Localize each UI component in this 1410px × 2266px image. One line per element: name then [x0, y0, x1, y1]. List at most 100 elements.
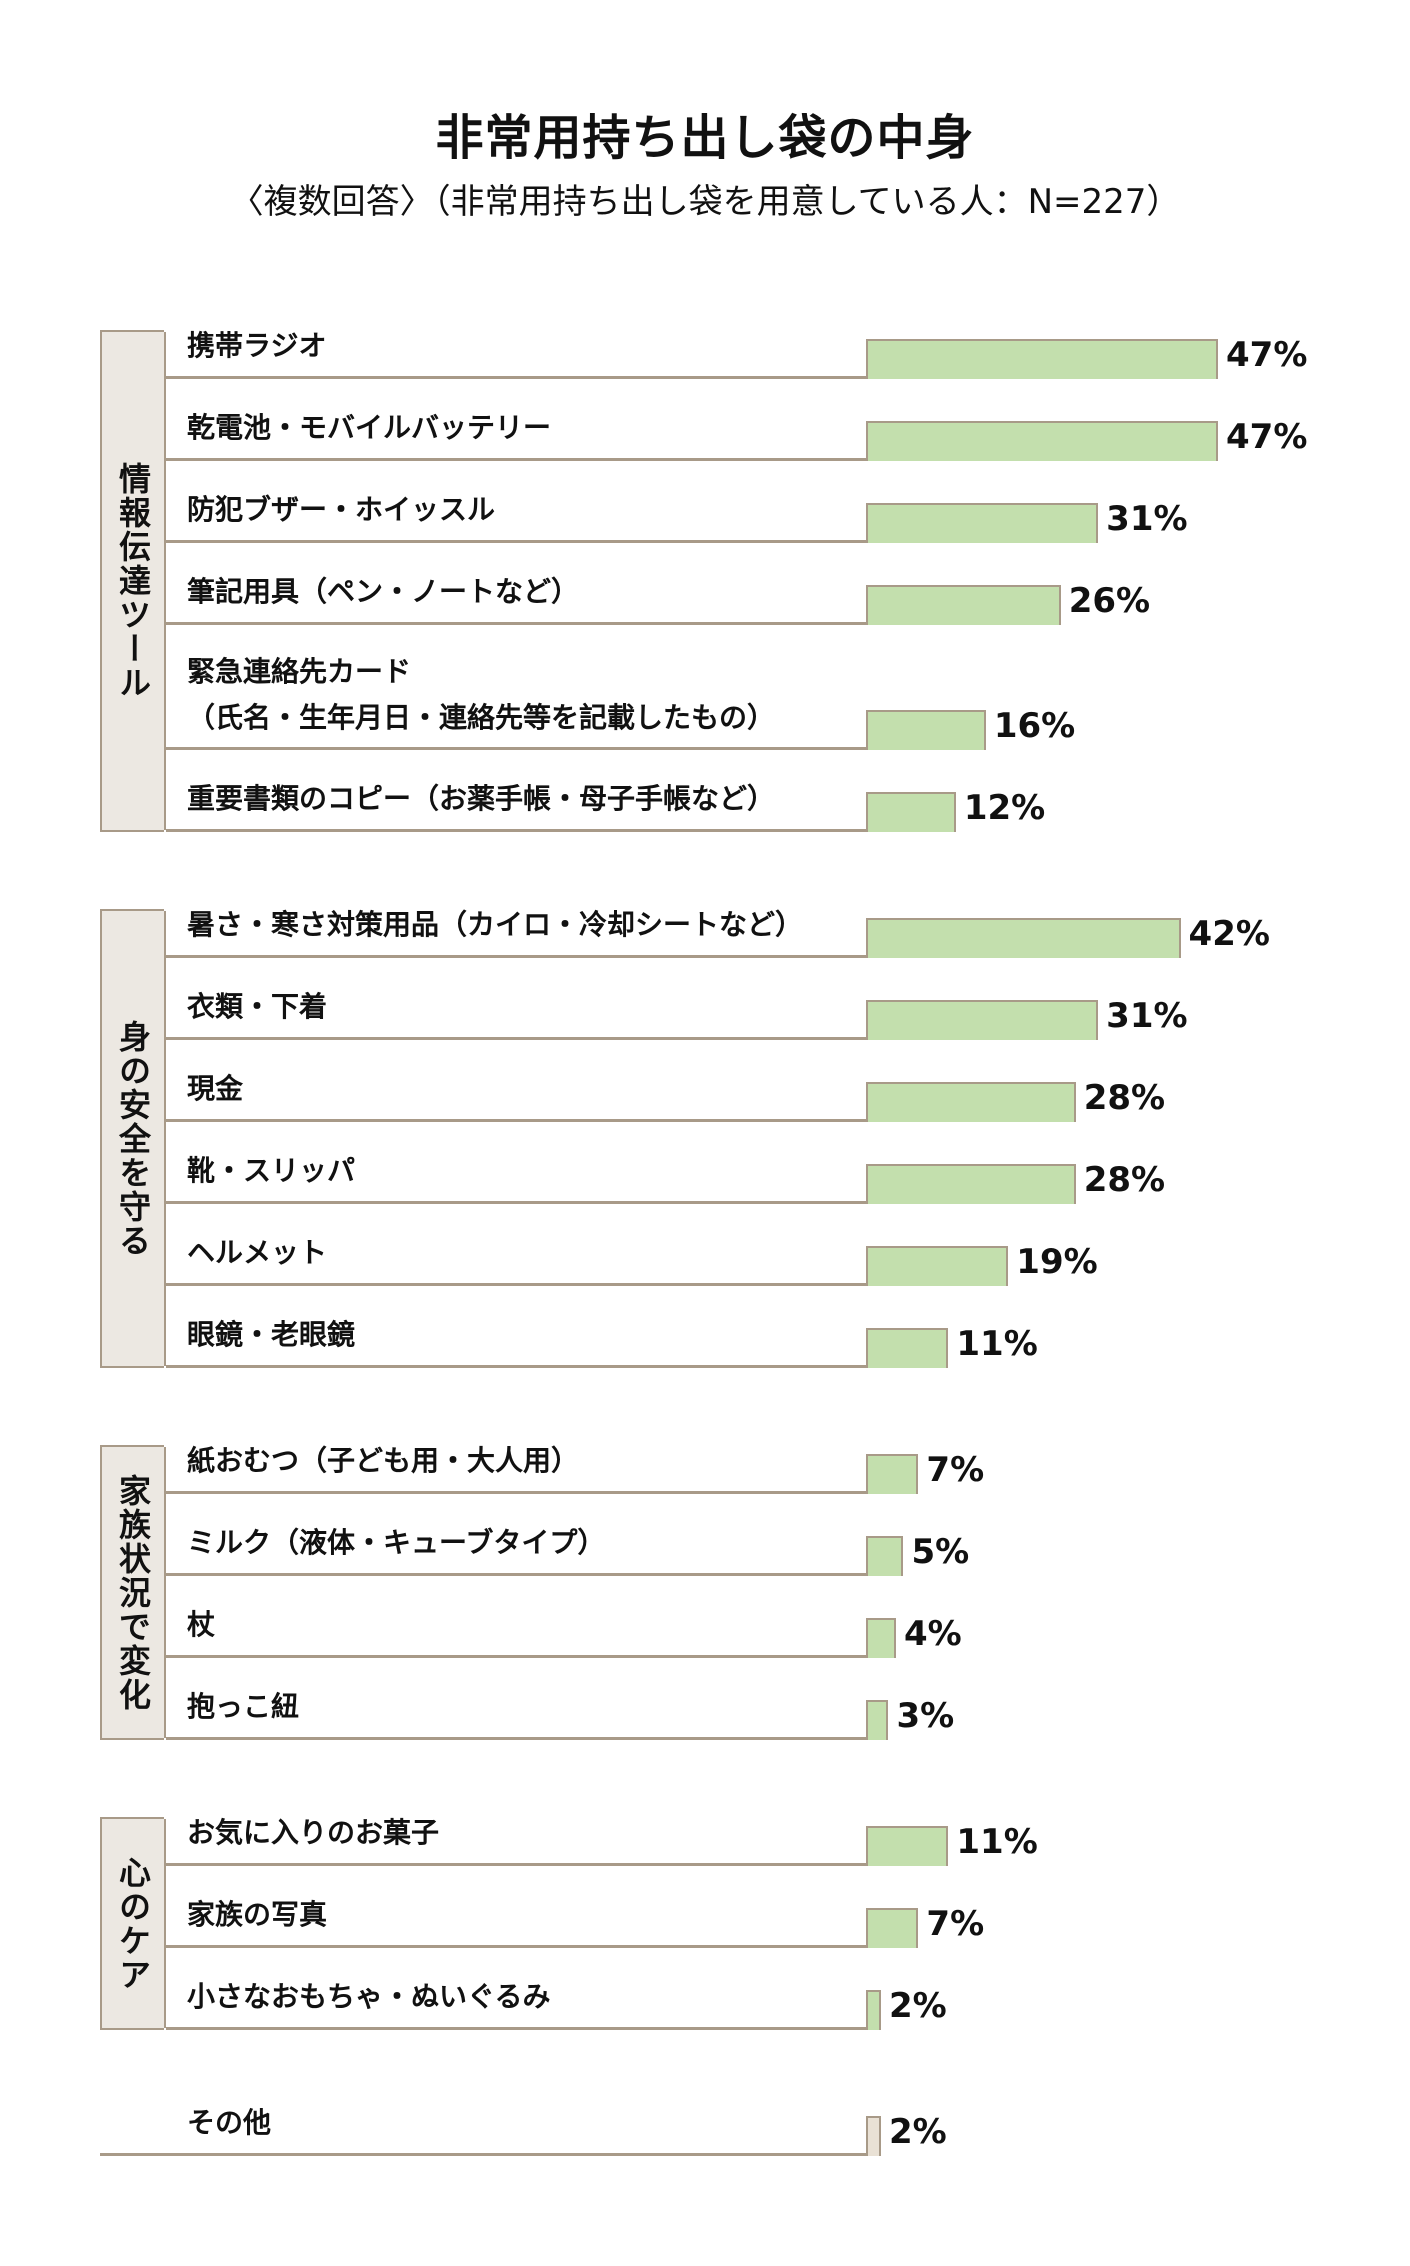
category-label: ヘルメット	[187, 1236, 328, 1269]
category-label: 現金	[187, 1072, 244, 1105]
bar-row: ヘルメット 19%	[100, 1204, 1400, 1286]
chart-subtitle: 〈複数回答〉（非常用持ち出し袋を用意している人：N=227）	[229, 182, 1181, 222]
bar	[866, 918, 1181, 958]
group-label: 身の安全を守る	[114, 1019, 152, 1258]
bar-row: 衣類・下着 31%	[100, 958, 1400, 1040]
bar-row: 緊急連絡先カード （氏名・生年月日・連絡先等を記載したもの） 16%	[100, 625, 1400, 750]
bar	[866, 1000, 1099, 1040]
row-baseline	[166, 1119, 866, 1122]
value-label: 31%	[1106, 996, 1188, 1036]
bar-row: 防犯ブザー・ホイッスル 31%	[100, 461, 1400, 543]
category-label: （氏名・生年月日・連絡先等を記載したもの）	[187, 701, 776, 734]
bar	[866, 339, 1218, 379]
value-label: 2%	[888, 2112, 947, 2152]
row-baseline	[100, 2153, 866, 2156]
row-baseline	[166, 1655, 866, 1658]
group-label-box: 情報伝達ツール	[100, 330, 166, 832]
value-label: 28%	[1083, 1160, 1166, 1200]
category-label: 眼鏡・老眼鏡	[187, 1318, 356, 1351]
group-label: 家族状況で変化	[114, 1473, 152, 1712]
row-baseline	[166, 1201, 866, 1204]
category-label: 家族の写真	[187, 1898, 328, 1931]
bar-row: 乾電池・モバイルバッテリー 47%	[100, 379, 1400, 461]
category-label: 緊急連絡先カード	[187, 655, 412, 688]
category-label: 紙おむつ（子ども用・大人用）	[187, 1444, 580, 1477]
value-label: 11%	[956, 1822, 1038, 1862]
group-label-box: 身の安全を守る	[100, 909, 166, 1368]
bar	[866, 503, 1099, 543]
value-label: 31%	[1106, 499, 1188, 539]
row-baseline	[166, 458, 866, 461]
bar-row: 抱っこ紐 3%	[100, 1658, 1400, 1740]
category-label: 乾電池・モバイルバッテリー	[187, 411, 552, 444]
bar	[866, 1328, 949, 1368]
category-label: 杖	[187, 1608, 216, 1641]
bar	[866, 1908, 919, 1948]
value-label: 19%	[1016, 1242, 1098, 1282]
bar	[866, 1700, 889, 1740]
group-label-box: 家族状況で変化	[100, 1445, 166, 1740]
category-label: 防犯ブザー・ホイッスル	[187, 493, 496, 526]
bar	[866, 1826, 949, 1866]
bar-row: 重要書類のコピー（お薬手帳・母子手帳など） 12%	[100, 750, 1400, 832]
value-label: 26%	[1068, 581, 1151, 621]
row-baseline	[166, 1037, 866, 1040]
group-label: 心のケア	[114, 1855, 152, 1992]
row-baseline	[166, 2027, 866, 2030]
bar-row: 靴・スリッパ 28%	[100, 1122, 1400, 1204]
row-baseline	[166, 1737, 866, 1740]
row-baseline	[166, 955, 866, 958]
bar	[866, 1164, 1076, 1204]
row-baseline	[166, 1491, 866, 1494]
bar-chart: 情報伝達ツール 携帯ラジオ 47% 乾電池・モバイルバッテリー 47% 防犯ブザー・ホイッ…	[100, 297, 1400, 2200]
value-label: 7%	[926, 1450, 985, 1490]
bar-group: 情報伝達ツール 携帯ラジオ 47% 乾電池・モバイルバッテリー 47% 防犯ブザー・ホイッ…	[100, 297, 1400, 832]
category-label: 重要書類のコピー（お薬手帳・母子手帳など）	[187, 782, 776, 815]
bar-row: 杖 4%	[100, 1576, 1400, 1658]
bar-row: 暑さ・寒さ対策用品（カイロ・冷却シートなど） 42%	[100, 876, 1400, 958]
category-label: 暑さ・寒さ対策用品（カイロ・冷却シートなど）	[187, 908, 804, 941]
bar	[866, 1082, 1076, 1122]
row-baseline	[166, 376, 866, 379]
bar-row: 家族の写真 7%	[100, 1866, 1400, 1948]
value-label: 7%	[926, 1904, 985, 1944]
bar-row: 紙おむつ（子ども用・大人用） 7%	[100, 1412, 1400, 1494]
group-label-box: 心のケア	[100, 1817, 166, 2030]
bar	[866, 1536, 904, 1576]
value-label: 47%	[1226, 335, 1308, 375]
bar	[866, 1990, 881, 2030]
category-label: 抱っこ紐	[187, 1690, 300, 1723]
bar-group: その他 2%	[100, 2074, 1400, 2156]
bar-row: お気に入りのお菓子 11%	[100, 1784, 1400, 1866]
bar	[866, 792, 956, 832]
category-label: その他	[187, 2106, 272, 2139]
bar-row: ミルク（液体・キューブタイプ） 5%	[100, 1494, 1400, 1576]
category-label: 小さなおもちゃ・ぬいぐるみ	[187, 1980, 551, 2013]
chart-title: 非常用持ち出し袋の中身	[435, 110, 975, 166]
bar	[866, 421, 1218, 461]
row-baseline	[166, 1365, 866, 1368]
row-baseline	[166, 1945, 866, 1948]
value-label: 12%	[963, 788, 1046, 828]
bar-row: 筆記用具（ペン・ノートなど） 26%	[100, 543, 1400, 625]
value-label: 2%	[888, 1986, 947, 2026]
row-baseline	[166, 622, 866, 625]
bar	[866, 1618, 896, 1658]
bar	[866, 710, 986, 750]
value-label: 28%	[1083, 1078, 1166, 1118]
bar	[866, 1246, 1009, 1286]
value-label: 47%	[1226, 417, 1308, 457]
bar-group: 身の安全を守る 暑さ・寒さ対策用品（カイロ・冷却シートなど） 42% 衣類・下着 31%…	[100, 876, 1400, 1368]
bar	[866, 2116, 881, 2156]
row-baseline	[166, 1573, 866, 1576]
bar-row: 小さなおもちゃ・ぬいぐるみ 2%	[100, 1948, 1400, 2030]
row-baseline	[166, 747, 866, 750]
row-baseline	[166, 1283, 866, 1286]
bar-row: 携帯ラジオ 47%	[100, 297, 1400, 379]
bar	[866, 1454, 919, 1494]
row-baseline	[166, 540, 866, 543]
value-label: 11%	[956, 1324, 1038, 1364]
category-label: 衣類・下着	[187, 990, 328, 1023]
bar-group: 家族状況で変化 紙おむつ（子ども用・大人用） 7% ミルク（液体・キューブタイプ） 5%…	[100, 1412, 1400, 1740]
value-label: 4%	[903, 1614, 962, 1654]
